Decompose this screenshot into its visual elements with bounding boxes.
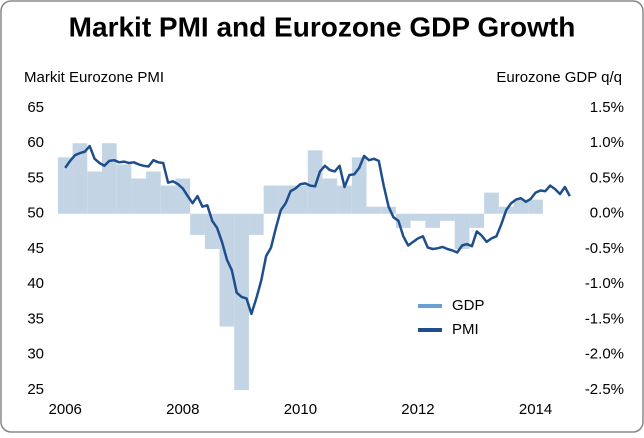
gdp-bar — [204, 213, 220, 249]
legend-label: PMI — [452, 321, 479, 338]
gdp-bar — [454, 213, 470, 249]
y-tick-label: 55 — [27, 169, 44, 186]
gdp-bar — [410, 213, 426, 221]
gdp-bar — [57, 157, 73, 214]
gdp-bar — [469, 213, 485, 228]
gdp-bar — [131, 178, 147, 214]
y2-tick-label: 0.5% — [590, 169, 624, 186]
gdp-bar — [190, 213, 205, 235]
gdp-bar — [440, 213, 455, 221]
x-tick-label: 2012 — [401, 401, 434, 418]
gdp-bar — [248, 213, 264, 235]
gdp-bar — [263, 185, 279, 214]
y-tick-label: 30 — [27, 346, 44, 363]
y2-tick-label: -1.5% — [585, 310, 624, 327]
y-tick-label: 35 — [27, 310, 44, 327]
gdp-bar — [234, 213, 249, 390]
x-tick-label: 2010 — [284, 401, 317, 418]
y-axis-label: Markit Eurozone PMI — [24, 69, 164, 86]
gdp-bar — [528, 199, 543, 214]
y2-tick-label: 1.5% — [590, 99, 624, 116]
y2-tick-label: 1.0% — [590, 134, 624, 151]
gdp-bar — [513, 199, 529, 214]
y2-tick-label: -2.5% — [585, 381, 624, 398]
y-tick-label: 25 — [27, 381, 44, 398]
y-tick-label: 60 — [27, 134, 44, 151]
y2-tick-label: 0.0% — [590, 205, 624, 222]
gdp-bar — [425, 213, 441, 228]
gdp-bar — [307, 150, 323, 214]
gdp-bar — [293, 185, 308, 214]
gdp-bar — [87, 171, 102, 214]
gdp-bar — [160, 185, 176, 214]
gdp-bar — [146, 171, 161, 214]
gdp-bar — [116, 164, 132, 214]
y2-tick-label: -1.0% — [585, 275, 624, 292]
y2-axis-label: Eurozone GDP q/q — [496, 69, 622, 86]
gdp-bar — [175, 178, 191, 214]
legend-label: GDP — [452, 297, 485, 314]
x-tick-label: 2006 — [49, 401, 82, 418]
gdp-bar — [381, 206, 396, 214]
y2-tick-label: -2.0% — [585, 346, 624, 363]
chart-title: Markit PMI and Eurozone GDP Growth — [69, 11, 576, 42]
y-tick-label: 50 — [27, 205, 44, 222]
y-tick-label: 45 — [27, 240, 44, 257]
y-tick-label: 40 — [27, 275, 44, 292]
gdp-bar — [484, 192, 499, 214]
gdp-bar — [337, 185, 352, 214]
x-tick-label: 2008 — [166, 401, 199, 418]
pmi-line — [64, 144, 571, 316]
gdp-bar — [101, 143, 117, 214]
x-tick-label: 2014 — [519, 401, 552, 418]
gdp-bar — [322, 178, 338, 214]
y2-tick-label: -0.5% — [585, 240, 624, 257]
gdp-bar — [72, 143, 88, 214]
gdp-bar — [366, 206, 382, 214]
y-tick-label: 65 — [27, 99, 44, 116]
